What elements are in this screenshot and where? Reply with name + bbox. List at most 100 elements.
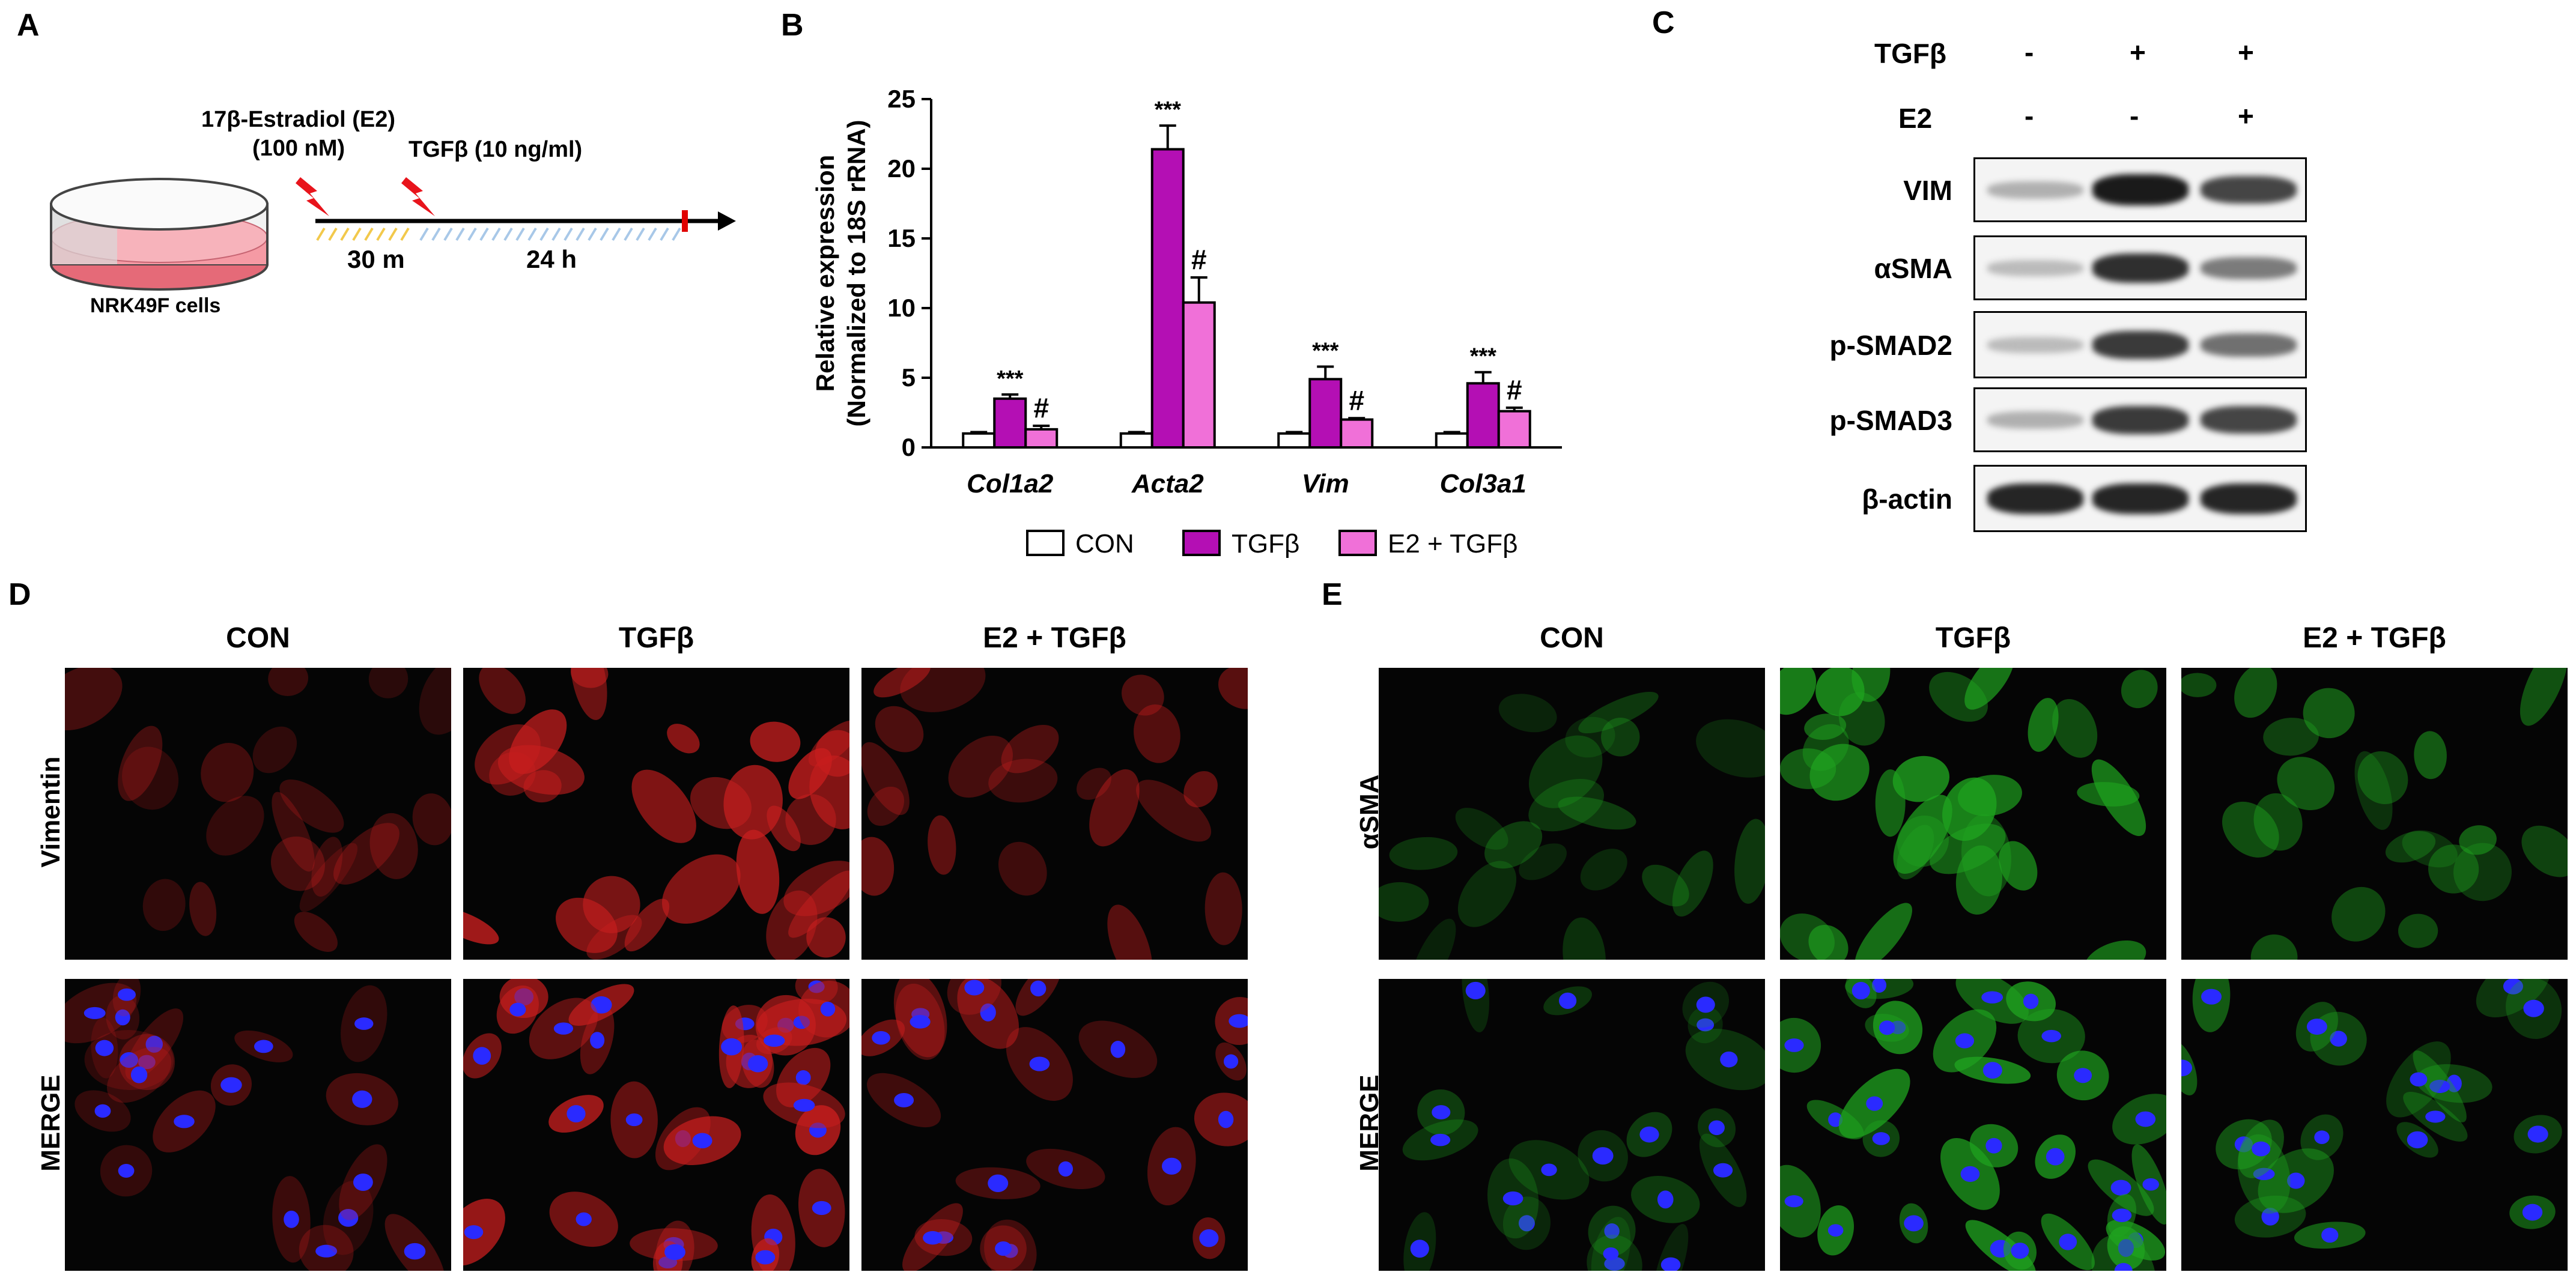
cell-body	[875, 706, 924, 753]
nucleus	[1592, 1147, 1614, 1165]
nucleus	[910, 1015, 931, 1029]
nucleus	[174, 1115, 195, 1128]
nucleus	[2074, 1068, 2092, 1083]
nucleus	[995, 1241, 1012, 1256]
nucleus	[2503, 979, 2523, 995]
cell-body	[1183, 771, 1218, 808]
western-tgfb-label: TGFβ	[1874, 38, 1947, 69]
nucleus	[1410, 1240, 1429, 1258]
cell-body	[206, 796, 264, 856]
cell-body	[2263, 718, 2319, 756]
cell-body	[1136, 780, 1212, 842]
if-row-label: Vimentin	[36, 756, 65, 868]
cell-body	[998, 841, 1047, 896]
cell-body	[2121, 670, 2158, 709]
blot-band	[2201, 406, 2297, 434]
micrograph	[861, 668, 1248, 960]
cell-body	[294, 912, 338, 952]
cell-body	[2398, 913, 2438, 948]
e2-sign: -	[2025, 100, 2034, 132]
nucleus	[1199, 1229, 1219, 1247]
cell-body	[631, 769, 696, 843]
cell-body	[2052, 699, 2098, 758]
cell-body	[736, 829, 780, 914]
cell-body	[2112, 1094, 2166, 1145]
nucleus	[576, 1212, 592, 1226]
nucleus	[94, 1104, 111, 1118]
nucleus	[1720, 1051, 1738, 1068]
cell-body	[1942, 777, 1997, 841]
y-tick-label: 15	[887, 224, 916, 252]
legend-label: TGFβ	[1232, 529, 1299, 559]
cell-body	[2222, 801, 2279, 858]
nucleus	[2523, 999, 2544, 1017]
nucleus	[795, 1070, 811, 1085]
cell-body	[1563, 917, 1606, 960]
nucleus	[464, 1225, 484, 1240]
e2-concentration-label: (100 nM)	[252, 136, 345, 161]
blot-strip	[1973, 157, 2307, 222]
cell-body	[1498, 694, 1557, 733]
blot-strip	[1973, 235, 2307, 300]
legend-swatch	[1338, 530, 1377, 556]
micrograph	[1780, 979, 2166, 1271]
nucleus	[2118, 1239, 2134, 1257]
tgfb-sign: +	[2238, 37, 2254, 68]
bar	[1119, 432, 1153, 449]
nucleus	[1430, 1133, 1451, 1146]
y-tick-label: 10	[887, 294, 916, 322]
blot-band	[1987, 411, 2083, 429]
blot-strip	[1973, 387, 2307, 452]
cell-body	[624, 898, 670, 952]
cell-body	[201, 743, 254, 802]
nucleus	[1058, 1161, 1074, 1177]
nucleus	[1827, 1224, 1844, 1237]
cell-body	[1897, 815, 1949, 867]
nucleus	[2446, 1074, 2462, 1092]
bar	[1150, 148, 1185, 449]
nucleus	[747, 1055, 768, 1073]
cell-body	[2520, 668, 2568, 726]
cell-body	[2234, 668, 2277, 718]
nucleus	[473, 1047, 491, 1065]
nucleus	[1852, 981, 1870, 1000]
blot-band	[1987, 259, 2083, 276]
panel-label-c: C	[1652, 5, 1675, 40]
nucleus	[2314, 1130, 2330, 1144]
bar	[1466, 382, 1500, 449]
cell-body	[1855, 903, 1913, 960]
panel-label-a: A	[17, 8, 40, 43]
significance-label: ***	[1312, 338, 1339, 363]
legend-label: CON	[1075, 529, 1134, 559]
micrograph	[1780, 668, 2166, 960]
cell-body	[2303, 688, 2355, 739]
nucleus	[980, 1003, 996, 1022]
bar	[993, 397, 1027, 449]
western-e2-label: E2	[1898, 103, 1933, 134]
cell-body	[1780, 748, 1836, 789]
cell-body	[2192, 979, 2231, 1032]
cell-body	[1457, 861, 1517, 927]
blot-band	[1987, 336, 2083, 353]
nucleus	[1960, 1166, 1980, 1182]
nucleus	[1639, 1126, 1659, 1143]
panel-label-d: D	[8, 577, 31, 612]
nucleus	[145, 1035, 163, 1053]
cells-label: NRK49F cells	[90, 294, 221, 317]
significance-label: #	[1191, 244, 1207, 275]
significance-label: ***	[1155, 97, 1182, 123]
nucleus	[820, 1001, 836, 1017]
nucleus	[625, 1113, 643, 1127]
petri-dish-icon	[50, 178, 269, 291]
nucleus	[130, 1066, 148, 1083]
nucleus	[2201, 989, 2222, 1005]
nucleus	[1229, 1014, 1248, 1028]
cell-body	[2357, 751, 2408, 804]
cell-body	[2385, 831, 2436, 863]
nucleus	[1604, 1256, 1625, 1271]
nucleus	[1030, 980, 1046, 997]
micrograph	[2181, 979, 2568, 1271]
cell-body	[861, 837, 895, 896]
nucleus	[2023, 993, 2039, 1010]
cell-body	[1964, 668, 2014, 710]
